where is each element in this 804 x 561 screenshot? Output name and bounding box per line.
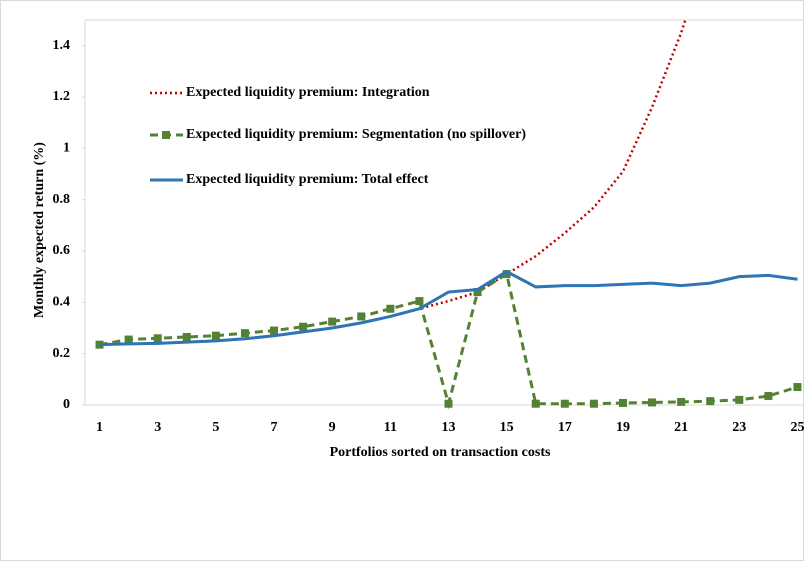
x-tick-label: 5 xyxy=(212,420,219,435)
marker xyxy=(502,270,511,279)
x-axis-title: Portfolios sorted on transaction costs xyxy=(330,445,551,460)
marker xyxy=(240,329,249,338)
legend-label: Expected liquidity premium: Integration xyxy=(186,85,430,100)
marker xyxy=(648,398,657,407)
y-tick-label: 0 xyxy=(63,397,70,412)
x-tick-label: 23 xyxy=(732,420,746,435)
x-tick-label: 19 xyxy=(616,420,630,435)
marker xyxy=(589,399,598,408)
marker xyxy=(211,331,220,340)
marker xyxy=(182,332,191,341)
marker xyxy=(677,397,686,406)
y-tick-label: 0.6 xyxy=(53,243,71,258)
marker xyxy=(764,392,773,401)
marker xyxy=(531,399,540,408)
marker xyxy=(357,312,366,321)
marker xyxy=(270,326,279,335)
y-tick-label: 0.4 xyxy=(53,295,71,310)
x-tick-label: 3 xyxy=(154,420,161,435)
y-tick-label: 1.4 xyxy=(53,38,71,53)
marker xyxy=(386,304,395,313)
y-axis-title: Monthly expected return (%) xyxy=(32,142,47,318)
x-tick-label: 21 xyxy=(674,420,688,435)
marker xyxy=(328,317,337,326)
y-tick-label: 1.2 xyxy=(53,89,71,104)
y-tick-label: 1 xyxy=(63,141,70,156)
x-tick-label: 1 xyxy=(96,420,103,435)
x-tick-label: 17 xyxy=(558,420,572,435)
x-tick-label: 9 xyxy=(329,420,336,435)
marker xyxy=(153,334,162,343)
marker xyxy=(793,383,802,392)
marker xyxy=(444,399,453,408)
x-tick-label: 15 xyxy=(500,420,514,435)
series-line xyxy=(99,269,798,347)
x-tick-label: 7 xyxy=(271,420,278,435)
marker xyxy=(415,297,424,306)
y-tick-label: 0.2 xyxy=(53,346,71,361)
marker xyxy=(618,398,627,407)
plot-area xyxy=(95,20,802,410)
marker xyxy=(473,288,482,297)
marker xyxy=(124,335,133,344)
marker xyxy=(735,395,744,404)
legend-label: Expected liquidity premium: Total effect xyxy=(186,172,429,187)
marker xyxy=(560,399,569,408)
marker xyxy=(706,397,715,406)
x-tick-label: 25 xyxy=(790,420,804,435)
marker xyxy=(299,322,308,331)
legend-marker xyxy=(162,131,170,139)
legend-label: Expected liquidity premium: Segmentation… xyxy=(186,127,526,142)
x-tick-label: 11 xyxy=(384,420,397,435)
y-tick-label: 0.8 xyxy=(53,192,71,207)
x-tick-label: 13 xyxy=(442,420,456,435)
